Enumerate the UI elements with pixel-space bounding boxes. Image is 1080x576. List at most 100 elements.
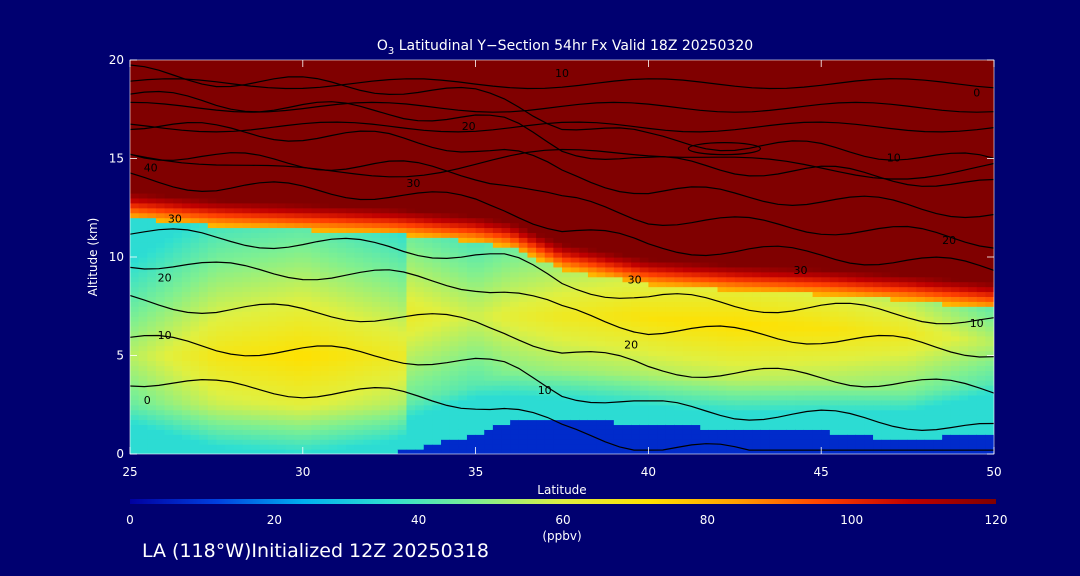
ozone-cell xyxy=(380,64,390,71)
ozone-cell xyxy=(354,414,364,421)
ozone-cell xyxy=(346,133,356,140)
ozone-cell xyxy=(225,335,235,342)
ozone-cell xyxy=(216,311,226,317)
ozone-cell xyxy=(639,399,649,406)
ozone-cell xyxy=(449,168,459,174)
ozone-cell xyxy=(536,242,546,248)
ozone-cell xyxy=(363,257,373,263)
ozone-cell xyxy=(665,449,675,454)
ozone-cell xyxy=(207,325,217,332)
ozone-cell xyxy=(250,104,261,110)
ozone-cell xyxy=(587,212,598,219)
ozone-cell xyxy=(311,380,321,386)
ozone-cell xyxy=(441,119,451,125)
ozone-cell xyxy=(466,389,477,396)
ozone-cell xyxy=(657,197,667,204)
ozone-cell xyxy=(242,449,252,454)
ozone-cell xyxy=(501,60,511,66)
ozone-cell xyxy=(544,148,554,155)
ozone-cell xyxy=(553,148,563,155)
ozone-cell xyxy=(657,311,667,317)
ozone-cell xyxy=(259,355,269,362)
ozone-cell xyxy=(415,394,425,401)
ozone-cell xyxy=(181,69,192,76)
ozone-cell xyxy=(613,109,624,115)
ozone-cell xyxy=(216,281,226,288)
ozone-cell xyxy=(553,414,563,421)
ozone-cell xyxy=(363,375,373,381)
ozone-cell xyxy=(155,311,166,317)
ozone-cell xyxy=(225,79,235,86)
ozone-cell xyxy=(441,257,451,263)
ozone-cell xyxy=(605,261,615,268)
ozone-cell xyxy=(302,247,313,253)
ozone-cell xyxy=(216,84,226,91)
ozone-cell xyxy=(233,330,243,337)
ozone-cell xyxy=(432,444,442,450)
ozone-cell xyxy=(518,222,529,229)
ozone-cell xyxy=(147,202,157,209)
ozone-cell xyxy=(536,261,546,268)
ozone-cell xyxy=(225,325,235,332)
ozone-cell xyxy=(432,404,442,411)
ozone-cell xyxy=(346,257,356,263)
ozone-cell xyxy=(466,330,477,337)
ozone-cell xyxy=(320,158,330,165)
ozone-cell xyxy=(544,296,554,302)
ozone-cell xyxy=(389,360,399,366)
ozone-cell xyxy=(613,301,624,307)
ozone-cell xyxy=(190,197,200,204)
ozone-cell xyxy=(294,109,304,115)
ozone-cell xyxy=(562,138,572,145)
ozone-cell xyxy=(130,365,140,371)
ozone-cell xyxy=(147,148,157,155)
ozone-cell xyxy=(475,365,485,371)
ozone-cell xyxy=(216,266,226,273)
ozone-cell xyxy=(570,197,580,204)
ozone-cell xyxy=(130,197,140,204)
ozone-cell xyxy=(147,291,157,297)
ozone-cell xyxy=(631,399,641,406)
ozone-cell xyxy=(562,148,572,155)
ozone-cell xyxy=(501,94,511,100)
ozone-cell xyxy=(181,276,192,283)
ozone-cell xyxy=(259,325,269,332)
ozone-cell xyxy=(233,296,243,302)
ozone-cell xyxy=(466,153,477,160)
ozone-cell xyxy=(449,429,459,435)
ozone-cell xyxy=(441,64,451,71)
ozone-cell xyxy=(432,434,442,440)
ozone-cell xyxy=(449,370,459,376)
ozone-cell xyxy=(181,212,192,219)
ozone-cell xyxy=(130,389,140,396)
ozone-cell xyxy=(587,143,598,150)
ozone-cell xyxy=(233,138,243,145)
ozone-cell xyxy=(250,237,261,243)
ozone-cell xyxy=(138,64,148,71)
ozone-cell xyxy=(311,217,321,224)
ozone-cell xyxy=(320,227,330,233)
ozone-cell xyxy=(441,286,451,293)
ozone-cell xyxy=(587,207,598,214)
ozone-cell xyxy=(536,306,546,312)
ozone-cell xyxy=(492,128,503,135)
ozone-cell xyxy=(328,60,338,66)
ozone-cell xyxy=(484,335,494,342)
ozone-cell xyxy=(639,207,649,214)
ozone-cell xyxy=(199,247,209,253)
ozone-cell xyxy=(276,404,287,411)
ozone-cell xyxy=(415,183,425,189)
ozone-cell xyxy=(346,399,356,406)
ozone-cell xyxy=(199,365,209,371)
ozone-cell xyxy=(389,409,399,416)
ozone-cell xyxy=(579,163,589,169)
ozone-cell xyxy=(631,168,641,174)
ozone-cell xyxy=(225,385,235,391)
ozone-cell xyxy=(536,276,546,283)
ozone-cell xyxy=(406,365,416,371)
ozone-cell xyxy=(181,429,192,435)
ozone-cell xyxy=(337,163,347,169)
ozone-cell xyxy=(648,429,658,435)
ozone-cell xyxy=(648,424,658,430)
ozone-cell xyxy=(553,143,563,150)
